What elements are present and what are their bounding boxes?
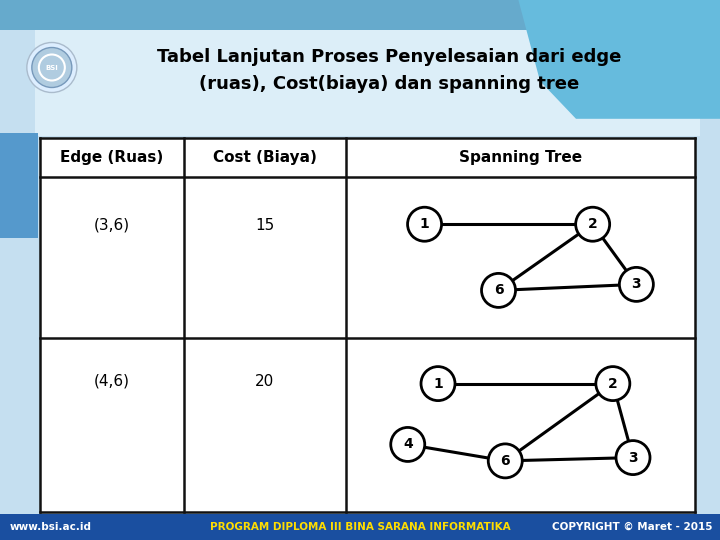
Bar <box>40 138 695 512</box>
Text: 3: 3 <box>628 450 638 464</box>
Text: PROGRAM DIPLOMA III BINA SARANA INFORMATIKA: PROGRAM DIPLOMA III BINA SARANA INFORMAT… <box>210 522 510 532</box>
Text: 1: 1 <box>433 376 443 390</box>
Polygon shape <box>518 0 720 119</box>
Text: (ruas), Cost(biaya) dan spanning tree: (ruas), Cost(biaya) dan spanning tree <box>199 75 579 93</box>
Text: COPYRIGHT © Maret - 2015: COPYRIGHT © Maret - 2015 <box>552 522 712 532</box>
Text: (3,6): (3,6) <box>94 218 130 233</box>
Circle shape <box>576 207 610 241</box>
Text: 4: 4 <box>403 437 413 451</box>
Text: 6: 6 <box>500 454 510 468</box>
Text: 15: 15 <box>255 218 274 233</box>
Circle shape <box>616 441 650 475</box>
Bar <box>0 0 720 30</box>
Bar <box>0 514 720 540</box>
Circle shape <box>421 367 455 401</box>
Circle shape <box>619 267 653 301</box>
Polygon shape <box>0 133 37 238</box>
Text: BSI: BSI <box>45 64 58 71</box>
Circle shape <box>391 428 425 462</box>
Text: 20: 20 <box>255 374 274 389</box>
Text: 2: 2 <box>588 217 598 231</box>
Text: www.bsi.ac.id: www.bsi.ac.id <box>10 522 92 532</box>
Circle shape <box>408 207 441 241</box>
Bar <box>0 0 720 65</box>
Circle shape <box>482 273 516 307</box>
Text: Cost (Biaya): Cost (Biaya) <box>212 150 317 165</box>
Text: Edge (Ruas): Edge (Ruas) <box>60 150 163 165</box>
Circle shape <box>596 367 630 401</box>
Text: Tabel Lanjutan Proses Penyelesaian dari edge: Tabel Lanjutan Proses Penyelesaian dari … <box>157 48 621 66</box>
Bar <box>35 14 700 136</box>
Text: 1: 1 <box>420 217 429 231</box>
Text: 3: 3 <box>631 278 642 292</box>
Circle shape <box>488 444 522 478</box>
Circle shape <box>27 43 77 92</box>
Text: (4,6): (4,6) <box>94 374 130 389</box>
Text: 2: 2 <box>608 376 618 390</box>
Text: 6: 6 <box>494 284 503 298</box>
Circle shape <box>32 48 72 87</box>
Text: Spanning Tree: Spanning Tree <box>459 150 582 165</box>
